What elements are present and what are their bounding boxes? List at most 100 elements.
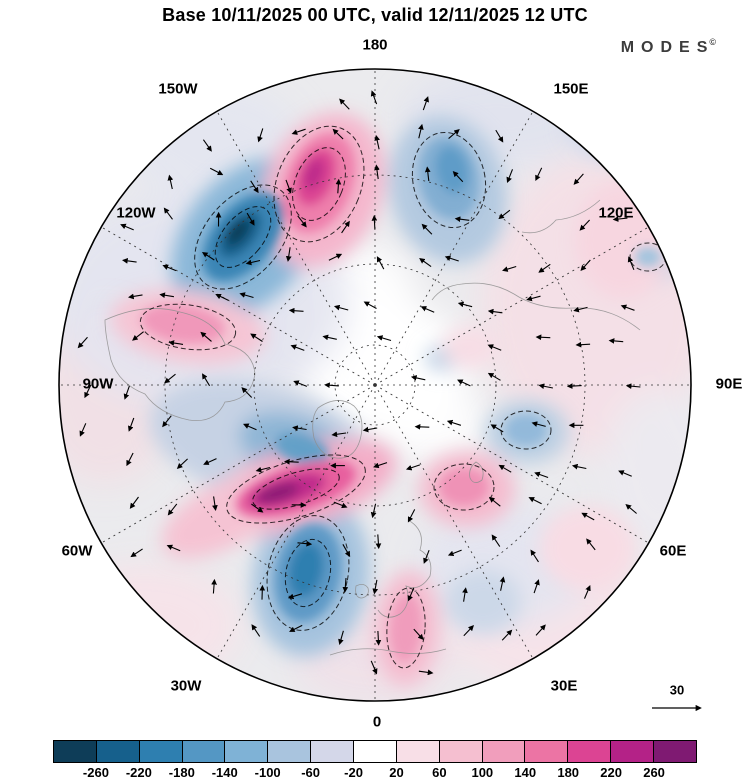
colorbar-tick-label: -60 (301, 765, 320, 780)
wind-arrow (444, 255, 459, 262)
lon-label-180: 180 (362, 36, 388, 54)
wind-arrow (491, 534, 501, 547)
wind-arrow (126, 452, 134, 467)
colorbar-tick-label: 260 (643, 765, 665, 780)
wind-arrow (370, 503, 377, 519)
wind-arrow (446, 419, 462, 426)
wind-arrow (573, 306, 588, 313)
wind-arrow (498, 209, 511, 220)
colorbar-tick-label: 100 (471, 765, 494, 780)
colorbar-cell (311, 741, 355, 762)
wind-arrow (488, 496, 501, 507)
contour-lines (139, 125, 667, 669)
wind-arrow (331, 431, 347, 438)
wind-arrow (129, 496, 139, 509)
wind-arrow (241, 387, 253, 398)
colorbar-cell (396, 741, 440, 762)
wind-arrow (566, 383, 582, 389)
wind-arrow (535, 334, 551, 341)
colorbar-tick-label: 20 (389, 765, 404, 780)
wind-arrow (586, 538, 596, 551)
lon-label-60w: 60W (61, 542, 93, 560)
colorbar-cell (611, 741, 655, 762)
wind-arrow (405, 464, 421, 471)
lon-label-120w: 120W (116, 204, 156, 222)
wind-arrow (167, 174, 174, 190)
wind-arrow (123, 385, 130, 400)
wind-arrow (495, 129, 504, 143)
wind-arrow (538, 263, 551, 273)
wind-arrow (490, 424, 504, 433)
wind-arrow (339, 98, 350, 110)
wind-arrow (462, 587, 468, 602)
polar-map-svg (58, 68, 702, 712)
wind-arrow (457, 301, 473, 308)
wind-arrow (413, 628, 424, 640)
wind-arrow (162, 415, 172, 428)
wind-arrow (620, 304, 635, 311)
wind-arrow (79, 423, 87, 437)
lon-label-150e: 150E (553, 80, 589, 98)
wind-arrow (580, 259, 591, 271)
wind-arrow (376, 335, 392, 342)
wind-arrow (447, 549, 462, 557)
wind-arrow (535, 624, 546, 636)
wind-arrow (128, 417, 135, 432)
wind-arrow (168, 340, 184, 346)
wind-arrow (421, 223, 433, 235)
colorbar-cell (182, 741, 226, 762)
wind-arrow (322, 334, 337, 341)
wind-arrow (202, 139, 212, 152)
colorbar-cell (568, 741, 612, 762)
wind-arrow (374, 134, 380, 150)
colorbar-tick-label: -100 (254, 765, 281, 780)
wind-arrow (371, 214, 378, 230)
wind-arrow (120, 223, 134, 231)
wind-arrow (211, 578, 217, 594)
wind-arrow (448, 128, 460, 140)
wind-arrow (203, 458, 217, 465)
wind-arrow (374, 164, 380, 180)
lon-label-30e: 30E (550, 677, 578, 695)
colorbar-cell (54, 741, 97, 762)
wind-arrow (292, 425, 307, 431)
colorbar-cell (525, 741, 569, 762)
wind-vectors (77, 90, 641, 676)
wind-arrow (202, 373, 211, 387)
wind-arrow (535, 167, 543, 182)
wind-arrow (608, 338, 624, 344)
wind-arrow (167, 503, 178, 516)
wind-arrow (332, 128, 344, 140)
wind-arrow (342, 544, 351, 558)
wind-arrow (297, 540, 313, 547)
colorbar-tick-label: -20 (344, 765, 363, 780)
wind-arrow (528, 497, 542, 505)
wind-arrow (506, 169, 514, 183)
wind-arrow (285, 179, 292, 194)
wind-arrow (487, 372, 501, 381)
lon-label-150w: 150W (158, 80, 198, 98)
wind-arrow (618, 470, 632, 477)
wind-arrow (162, 264, 177, 272)
wind-arrow (418, 123, 424, 139)
wind-arrow (166, 544, 181, 552)
colorbar-tick-label: 60 (432, 765, 447, 780)
colorbar-ticks: -260 -220 -180 -140 -100 -60 -20 20 60 100 140 180 2… (53, 765, 697, 781)
wind-arrow (571, 463, 587, 470)
wind-arrow (575, 341, 591, 348)
wind-arrow (201, 251, 215, 261)
lon-label-120e: 120E (598, 204, 634, 222)
colorbar (53, 740, 697, 763)
wind-arrow (573, 173, 584, 185)
wind-arrow (159, 292, 174, 299)
polar-map: 180 150W 150E 120W 120E 90W 90E 60W 60E … (58, 36, 742, 731)
lon-label-0: 0 (372, 713, 382, 731)
wind-arrow (370, 660, 378, 675)
wind-arrow (373, 462, 388, 469)
map-boundary-circle (58, 68, 692, 702)
wind-arrow (375, 630, 382, 646)
wind-arrow (209, 167, 224, 176)
wind-arrow (215, 293, 229, 301)
wind-arrow (333, 304, 349, 311)
